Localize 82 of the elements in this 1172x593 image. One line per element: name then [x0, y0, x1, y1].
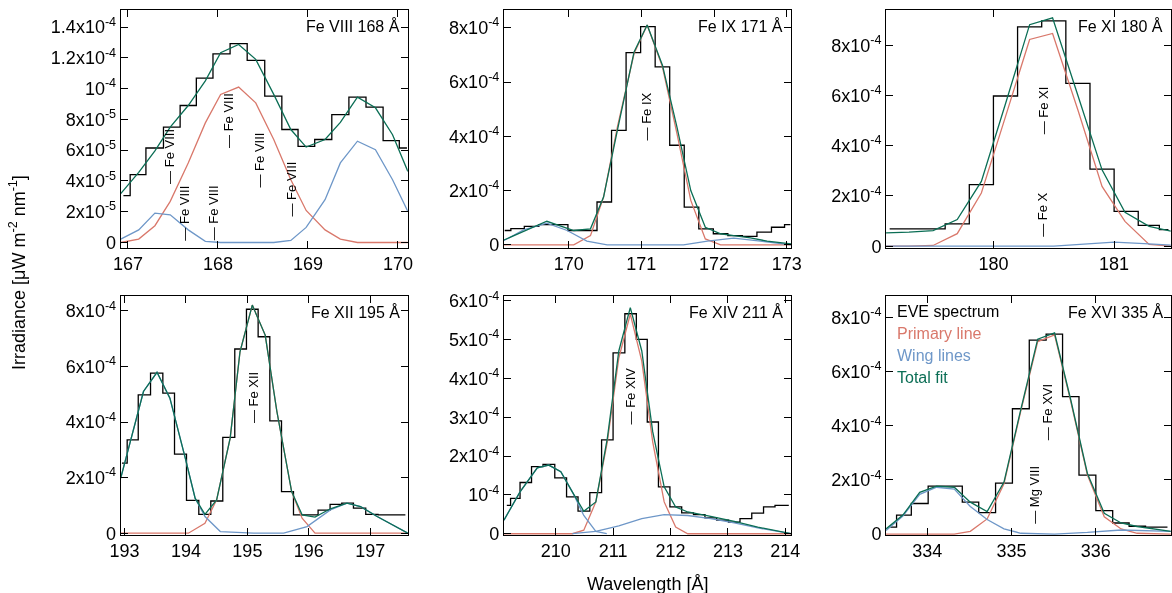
legend-label: EVE spectrum — [897, 303, 1000, 320]
annotation: — Fe XI — [1035, 86, 1051, 135]
x-tick-label: 173 — [771, 254, 802, 275]
y-tick-label: 6x10$^{-4}$ — [449, 288, 500, 312]
annotation: — Fe VIII — [176, 185, 192, 241]
y-tick-label: 5x10$^{-4}$ — [449, 327, 500, 351]
y-tick-label: 0 — [106, 232, 117, 253]
x-axis-title: Wavelength [Å] — [587, 574, 709, 593]
annotation: — Fe VIII — [252, 132, 268, 188]
annotation: — Fe VIII — [205, 185, 221, 241]
y-tick-label: 6x10$^{-5}$ — [65, 137, 117, 161]
y-tick-label: 6x10$^{-4}$ — [831, 359, 882, 382]
x-tick-label: 168 — [202, 254, 233, 275]
text: Fe IX 171 Å — [698, 17, 783, 35]
x-tick-label: 180 — [978, 254, 1009, 275]
x-tick-label: 213 — [712, 541, 743, 562]
y-tick-label: 3x10$^{-4}$ — [449, 405, 500, 428]
annotation: — Fe VIII — [220, 93, 236, 148]
annotation: — Fe XII — [246, 371, 262, 424]
x-tick-label: 171 — [626, 254, 657, 275]
y-tick-label: 10$^{-4}$ — [468, 482, 500, 506]
x-tick-label: 210 — [540, 541, 571, 562]
y-tick-label: 1.4x10$^{-4}$ — [50, 14, 117, 38]
y-tick-label: 6x10$^{-4}$ — [831, 83, 882, 106]
x-tick-label: 170 — [382, 254, 413, 275]
annotation: — Fe IX — [639, 92, 655, 141]
y-tick-label: 6x10$^{-4}$ — [449, 69, 500, 93]
y-tick-label: 2x10$^{-4}$ — [831, 467, 882, 491]
x-tick-label: 336 — [1080, 541, 1111, 562]
y-tick-label: 2x10$^{-4}$ — [449, 178, 500, 201]
text: Fe XII 195 Å — [311, 303, 401, 321]
x-tick-label: 212 — [655, 541, 686, 562]
text: Fe VIII 168 Å — [306, 17, 400, 35]
y-tick-label: 2x10$^{-4}$ — [449, 443, 500, 467]
y-tick-label: 2x10$^{-4}$ — [65, 465, 117, 488]
y-tick-label: 1.2x10$^{-4}$ — [50, 45, 117, 69]
y-tick-label: 0 — [871, 524, 882, 545]
x-tick-label: 214 — [770, 541, 801, 562]
y-tick-label: 0 — [871, 236, 882, 257]
x-tick-label: 172 — [699, 254, 730, 275]
x-tick-label: 167 — [112, 254, 143, 275]
y-tick-label: 4x10$^{-4}$ — [449, 124, 500, 147]
x-tick-label: 195 — [232, 541, 263, 562]
y-tick-label: 0 — [489, 235, 500, 256]
annotation: — Mg VIII — [1027, 465, 1043, 524]
y-tick-label: 6x10$^{-4}$ — [65, 354, 117, 377]
x-tick-label: 193 — [109, 541, 140, 562]
y-tick-label: 4x10$^{-5}$ — [65, 168, 117, 192]
text: Fe XIV 211 Å — [689, 303, 784, 321]
text: Primary line — [897, 325, 982, 342]
annotation: — Fe XVI — [1040, 383, 1056, 441]
x-tick-label: 170 — [553, 254, 584, 275]
y-tick-label: 4x10$^{-4}$ — [65, 409, 117, 433]
y-tick-label: 10$^{-4}$ — [84, 76, 117, 99]
text: Fe XVI 335 Å — [1068, 303, 1164, 321]
text: Wing lines — [897, 347, 971, 364]
y-tick-label: 8x10$^{-4}$ — [449, 15, 500, 39]
y-tick-label: 2x10$^{-5}$ — [65, 199, 117, 222]
x-tick-label: 196 — [293, 541, 324, 562]
y-tick-label: 0 — [106, 523, 117, 544]
y-tick-label: 4x10$^{-4}$ — [831, 413, 882, 437]
y-tick-label: 8x10$^{-4}$ — [831, 32, 882, 56]
annotation: — Fe VIII — [162, 128, 178, 184]
x-tick-label: 211 — [598, 541, 628, 562]
x-tick-label: 194 — [170, 541, 201, 562]
x-tick-label: 181 — [1099, 254, 1130, 275]
y-tick-label: 0 — [489, 524, 500, 545]
y-tick-label: 8x10$^{-4}$ — [831, 305, 882, 328]
x-tick-label: 197 — [355, 541, 386, 562]
x-tick-label: 169 — [292, 254, 323, 275]
y-tick-label: 8x10$^{-5}$ — [65, 107, 117, 130]
x-tick-label: 334 — [912, 541, 943, 562]
y-tick-label: 4x10$^{-4}$ — [831, 133, 882, 157]
annotation: — Fe XIV — [623, 367, 639, 425]
annotation: — Fe VIII — [284, 161, 300, 217]
annotation: — Fe X — [1035, 192, 1051, 237]
y-tick-label: 4x10$^{-4}$ — [449, 366, 500, 389]
x-tick-label: 335 — [996, 541, 1027, 562]
text: Total fit — [897, 369, 949, 386]
text: Fe XI 180 Å — [1078, 17, 1163, 35]
y-tick-label: 8x10$^{-4}$ — [65, 298, 117, 322]
y-tick-label: 2x10$^{-4}$ — [831, 183, 882, 207]
